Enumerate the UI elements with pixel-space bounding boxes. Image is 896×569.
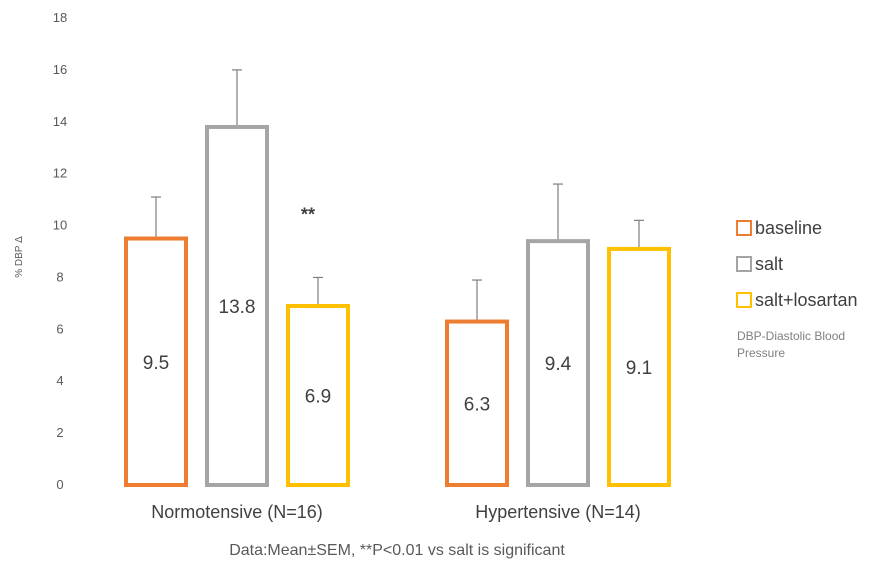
y-tick-label: 12 — [53, 166, 67, 181]
legend-label: salt — [755, 254, 783, 274]
legend-note: DBP-Diastolic Blood Pressure — [737, 329, 845, 360]
legend-label: baseline — [755, 218, 822, 238]
legend-note-line: Pressure — [737, 346, 785, 360]
y-tick-label: 6 — [56, 321, 63, 336]
bar-baseline-hypertensive — [445, 319, 509, 487]
y-tick-label: 14 — [53, 114, 67, 129]
value-label: 9.5 — [143, 353, 169, 374]
y-tick-label: 18 — [53, 10, 67, 25]
bar-salt-losartan-normotensive — [286, 303, 350, 487]
annotations: ** — [301, 205, 315, 225]
chart-caption: Data:Mean±SEM, **P<0.01 vs salt is signi… — [229, 542, 565, 559]
category-labels: Normotensive (N=16) Hypertensive (N=14) — [151, 502, 641, 522]
y-tick-label: 16 — [53, 62, 67, 77]
legend-swatch — [736, 220, 752, 236]
y-tick-label: 4 — [56, 373, 63, 388]
y-tick-label: 8 — [56, 269, 63, 284]
category-label: Hypertensive (N=14) — [475, 502, 641, 522]
y-tick-label: 2 — [56, 425, 63, 440]
bar-salt-losartan-hypertensive — [607, 246, 671, 487]
bar-baseline-normotensive — [124, 236, 188, 487]
y-tick-label: 10 — [53, 218, 67, 233]
bars — [124, 124, 671, 487]
category-label: Normotensive (N=16) — [151, 502, 323, 522]
legend-note-line: DBP-Diastolic Blood — [737, 329, 845, 343]
bar-salt-normotensive — [205, 124, 269, 487]
value-label: 13.8 — [219, 297, 256, 318]
value-label: 9.4 — [545, 354, 572, 375]
y-axis: 0 2 4 6 8 10 12 14 16 18 — [53, 10, 67, 492]
value-labels: 9.5 13.8 6.9 6.3 9.4 9.1 — [143, 297, 652, 415]
value-label: 9.1 — [626, 358, 652, 379]
significance-marker: ** — [301, 205, 315, 225]
value-label: 6.3 — [464, 394, 490, 415]
legend: baseline salt salt+losartan — [736, 218, 858, 310]
y-axis-title: % DBP Δ — [14, 236, 25, 278]
legend-swatch — [736, 256, 752, 272]
bar-salt-hypertensive — [526, 239, 590, 487]
value-label: 6.9 — [305, 386, 331, 407]
legend-swatch — [736, 292, 752, 308]
y-tick-label: 0 — [56, 477, 63, 492]
legend-label: salt+losartan — [755, 290, 858, 310]
